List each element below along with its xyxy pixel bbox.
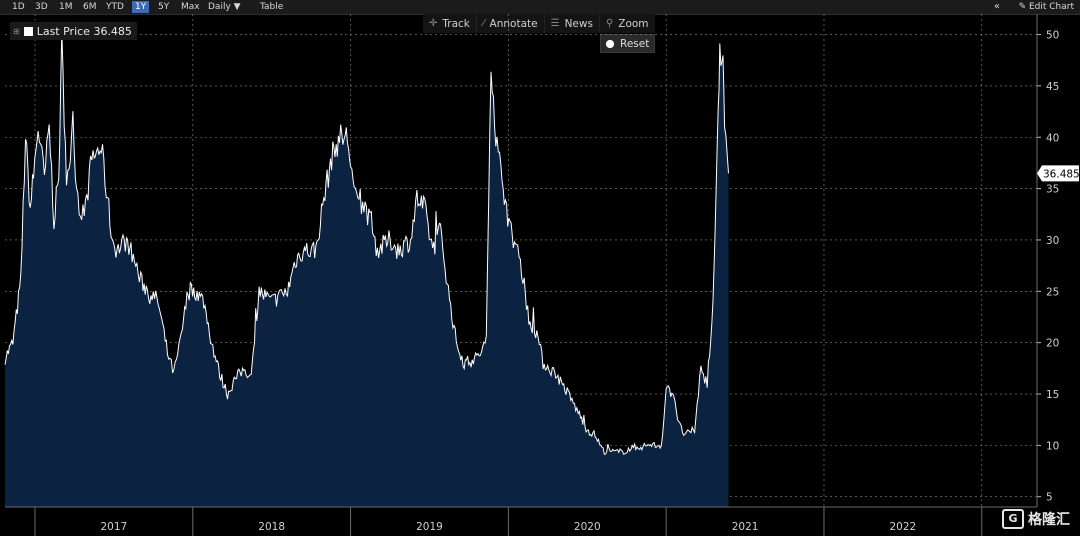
y-tick-label: 35 <box>1046 184 1059 196</box>
track-button[interactable]: ✛ Track <box>423 14 477 33</box>
x-tick-label: 2018 <box>258 521 285 533</box>
range-button-ytd[interactable]: YTD <box>106 2 124 12</box>
x-tick-label: 2017 <box>101 521 128 533</box>
reset-icon <box>606 39 614 48</box>
price-area <box>5 31 729 507</box>
y-tick-label: 10 <box>1046 440 1059 452</box>
range-button-1y[interactable]: 1Y <box>132 1 150 13</box>
y-tick-label: 40 <box>1046 132 1059 144</box>
last-value-label: 36.485 <box>1043 168 1080 180</box>
legend-swatch <box>23 26 33 36</box>
news-button[interactable]: ☰ News <box>545 14 600 33</box>
track-label: Track <box>442 17 470 30</box>
chart-tools: ✛ Track ⁄ Annotate ☰ News ⚲ Zoom <box>423 14 655 33</box>
last-value-box <box>1037 165 1079 182</box>
reset-label: Reset <box>620 37 650 50</box>
watermark: G 格隆汇 <box>1002 509 1070 529</box>
range-button-6m[interactable]: 6M <box>83 2 97 12</box>
y-tick-label: 15 <box>1046 389 1059 401</box>
x-tick-label: 2020 <box>574 521 601 533</box>
y-tick-label: 45 <box>1046 81 1059 93</box>
y-tick-label: 30 <box>1046 235 1059 247</box>
last-value-marker: 36.485 <box>1037 165 1080 182</box>
crosshair-icon: ✛ <box>429 18 438 29</box>
watermark-logo: G <box>1002 509 1024 529</box>
news-icon: ☰ <box>550 18 560 29</box>
y-axis: 5 10 15 20 25 30 35 40 45 50 <box>1036 14 1059 507</box>
range-button-5y[interactable]: 5Y <box>158 2 170 12</box>
x-tick-label: 2021 <box>732 521 759 533</box>
y-tick-label: 25 <box>1046 286 1059 298</box>
legend[interactable]: ⊞ Last Price 36.485 <box>10 22 137 40</box>
range-button-3d[interactable]: 3D <box>35 2 48 12</box>
annotate-button[interactable]: ⁄ Annotate <box>477 14 545 33</box>
range-button-max[interactable]: Max <box>181 2 200 12</box>
magnifier-icon: ⚲ <box>605 18 614 29</box>
legend-toggle-icon[interactable]: ⊞ <box>13 26 20 36</box>
annotate-label: Annotate <box>489 17 538 30</box>
x-axis: 2016201720182019202020212022 <box>5 506 1037 536</box>
range-button-1m[interactable]: 1M <box>59 2 73 12</box>
pencil-icon: ⁄ <box>482 18 485 29</box>
price-line <box>4 31 729 455</box>
range-button-1d[interactable]: 1D <box>12 2 25 12</box>
reset-button[interactable]: Reset <box>600 34 656 53</box>
x-tick-label: 2019 <box>416 521 443 533</box>
y-tick-label: 20 <box>1046 338 1059 350</box>
collapse-arrows-icon[interactable]: « <box>993 1 1000 12</box>
interval-dropdown[interactable]: Daily ▼ <box>208 2 241 12</box>
zoom-button[interactable]: ⚲ Zoom <box>600 14 655 33</box>
edit-chart-button[interactable]: ✎ Edit Chart <box>1018 2 1074 12</box>
table-button[interactable]: Table <box>260 2 284 12</box>
legend-label: Last Price 36.485 <box>36 24 132 38</box>
x-tick-label: 2022 <box>890 521 917 533</box>
y-tick-label: 5 <box>1046 492 1053 504</box>
y-tick-label: 50 <box>1046 30 1059 42</box>
watermark-text: 格隆汇 <box>1028 512 1070 528</box>
zoom-label: Zoom <box>618 17 649 30</box>
news-label: News <box>564 17 593 30</box>
